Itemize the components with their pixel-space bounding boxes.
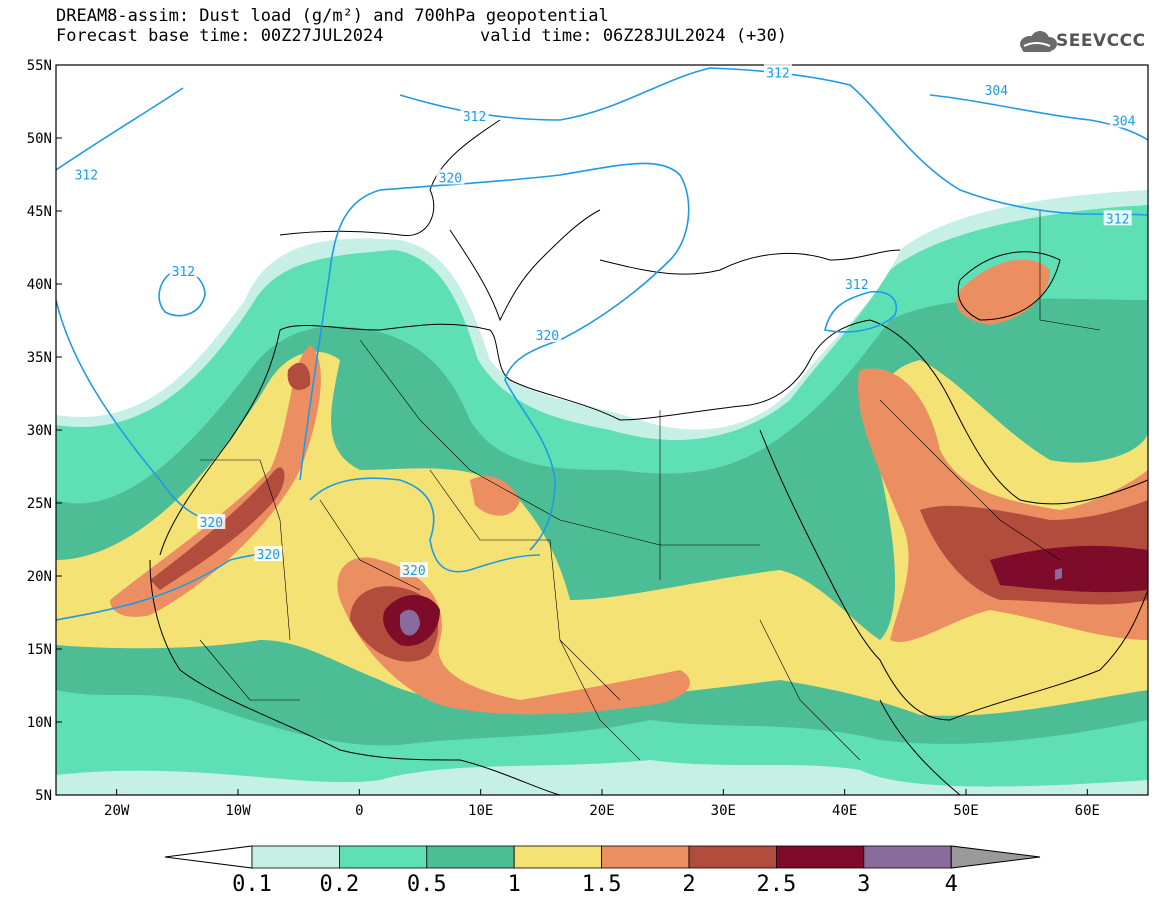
colorbar-segment — [601, 845, 690, 869]
lon-tick-label: 20W — [104, 803, 130, 819]
contour-label-bg — [842, 276, 871, 291]
colorbar-segment — [426, 845, 515, 869]
contour-label: 312 — [845, 278, 868, 293]
country-borders — [199, 210, 1101, 761]
contour-label: 312 — [766, 66, 789, 81]
lon-tick-label: 40E — [832, 803, 857, 819]
cloud-logo-icon — [1020, 31, 1057, 52]
colorbar-segment — [863, 845, 952, 869]
colorbar-under-triangle — [164, 845, 253, 869]
colorbar: 0.1 0.2 0.5 1 1.5 2 2.5 3 4 — [164, 845, 1041, 897]
colorbar-segment — [776, 845, 865, 869]
contour-label: 312 — [463, 110, 486, 125]
lon-tick-label: 20E — [589, 803, 614, 819]
contour-label: 304 — [985, 84, 1009, 99]
dust-level-3 — [1055, 568, 1062, 580]
lat-tick-label: 20N — [27, 569, 52, 585]
lon-tick-label: 0 — [355, 803, 363, 819]
contour-label-bg — [72, 166, 101, 182]
colorbar-label: 2.5 — [757, 872, 797, 897]
colorbar-segment — [688, 845, 777, 869]
lon-tick-label: 30E — [711, 803, 736, 819]
contour-label: 320 — [536, 329, 559, 344]
contour-label: 312 — [1106, 212, 1129, 227]
lat-tick-label: 5N — [35, 788, 52, 804]
contour-label: 320 — [402, 564, 425, 579]
colorbar-segment — [251, 845, 340, 869]
contour-label-bg — [1109, 112, 1138, 128]
colorbar-label: 0.5 — [407, 872, 447, 897]
contour-label: 312 — [75, 169, 98, 184]
lat-tick-label: 45N — [27, 204, 52, 220]
lat-tick-label: 55N — [27, 58, 52, 74]
colorbar-label: 0.2 — [320, 872, 360, 897]
dust-field — [56, 65, 1148, 795]
logo-text: SEEVCCC — [1056, 31, 1146, 51]
forecast-base-time: Forecast base time: 00Z27JUL2024 — [56, 26, 384, 46]
dust-level-1.5 — [337, 557, 690, 715]
colorbar-label: 0.1 — [232, 872, 272, 897]
contour-label: 320 — [257, 548, 280, 563]
colorbar-segment — [338, 845, 428, 869]
contour-label-bg — [436, 169, 465, 185]
dust-level-3 — [400, 609, 420, 636]
contour-label: 320 — [200, 516, 223, 531]
contour-label: 312 — [172, 265, 195, 280]
contour-label-bg — [169, 262, 198, 278]
colorbar-label: 3 — [857, 872, 870, 897]
lon-tick-label: 10W — [225, 803, 251, 819]
colorbar-label: 4 — [945, 872, 958, 897]
contour-label-bg — [763, 64, 792, 80]
contour-label-bg — [533, 327, 562, 343]
dust-level-2 — [287, 362, 311, 390]
contour-label-bg — [460, 108, 489, 124]
lat-tick-label: 40N — [27, 277, 52, 293]
lat-tick-label: 15N — [27, 642, 52, 658]
contour-label-bg — [254, 546, 283, 562]
colorbar-over-triangle — [950, 845, 1041, 869]
latitude-axis: 55N 50N 45N 40N 35N 30N 25N 20N 15N 10N 5N — [27, 58, 62, 804]
longitude-axis: 20W 10W 0 10E 20E 30E 40E 50E 60E — [104, 789, 1100, 819]
contour-label-bg — [982, 81, 1011, 97]
geopotential-contours — [56, 67, 1148, 621]
colorbar-label: 1.5 — [582, 872, 622, 897]
lat-tick-label: 35N — [27, 350, 52, 366]
lat-tick-label: 25N — [27, 496, 52, 512]
contour-labels: 312 312 312 304 304 320 312 312 312 320 320 320 320 — [72, 64, 1138, 579]
lon-tick-label: 60E — [1075, 803, 1100, 819]
colorbar-label: 2 — [682, 872, 695, 897]
lat-tick-label: 10N — [27, 715, 52, 731]
dust-level-1 — [56, 351, 1148, 716]
map-title: DREAM8-assim: Dust load (g/m²) and 700hP… — [56, 6, 609, 26]
contour-label-bg — [1103, 210, 1132, 226]
colorbar-segment — [513, 845, 603, 869]
dust-level-1.5 — [470, 476, 520, 516]
contour-label: 304 — [1112, 114, 1136, 129]
colorbar-label: 1 — [508, 872, 521, 897]
dust-level-2.5 — [990, 545, 1148, 593]
contour-label: 320 — [439, 171, 462, 186]
lat-tick-label: 50N — [27, 131, 52, 147]
lat-tick-label: 30N — [27, 423, 52, 439]
lon-tick-label: 10E — [468, 803, 493, 819]
valid-time: valid time: 06Z28JUL2024 (+30) — [480, 26, 788, 46]
lon-tick-label: 50E — [953, 803, 978, 819]
coastlines — [149, 119, 1148, 795]
contour-label-bg — [197, 513, 226, 529]
contour-label-bg — [399, 562, 428, 578]
